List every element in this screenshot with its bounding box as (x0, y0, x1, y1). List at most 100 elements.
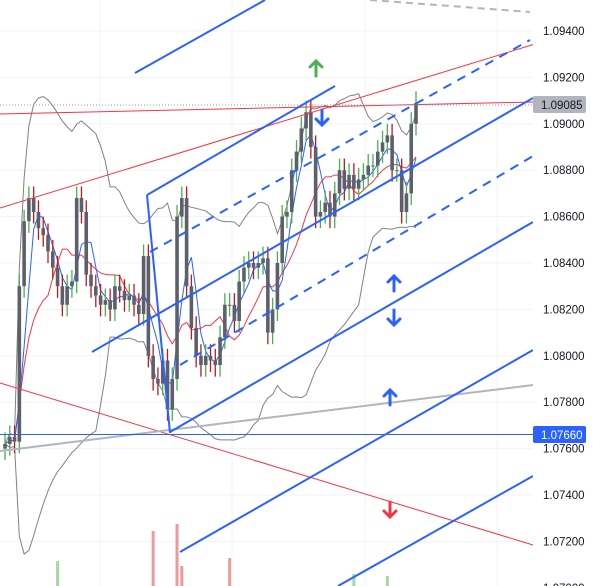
candle-body (328, 202, 332, 217)
candle-body (409, 123, 414, 194)
candle-body (256, 263, 261, 268)
candle-body (156, 379, 160, 384)
volume-bars (56, 524, 389, 586)
candle-body (132, 295, 136, 305)
candle-body (294, 151, 299, 171)
last-price-text: 1.09085 (541, 100, 583, 112)
candle-body (337, 170, 342, 194)
candle-body (108, 300, 112, 310)
candle-body (113, 286, 117, 310)
candle-body (170, 379, 175, 410)
candle-body (46, 235, 50, 252)
candle-body (160, 360, 165, 384)
y-tick-label: 1.09200 (543, 72, 585, 84)
candle-body (98, 295, 103, 305)
candle-body (323, 202, 327, 212)
candle-body (342, 170, 347, 189)
candle-body (309, 112, 313, 147)
y-tick-label: 1.07800 (543, 397, 585, 409)
volume-bar (385, 576, 389, 586)
gray-trendline[interactable] (0, 384, 534, 452)
horizontal-line-label: 1.07660 (533, 426, 586, 443)
arrow-path (382, 500, 398, 520)
arrow-markers (308, 58, 402, 520)
candle-body (84, 211, 89, 275)
candle-body (380, 142, 385, 152)
candle-body (261, 258, 265, 263)
candle-body (60, 286, 65, 305)
channel-line-lower-1[interactable] (179, 349, 534, 553)
hline-price-text: 1.07660 (541, 430, 583, 442)
candle-body (352, 174, 356, 189)
candle-body (31, 198, 36, 212)
candles (3, 91, 418, 461)
arrow-path (382, 387, 398, 407)
y-tick-label: 1.07000 (543, 583, 585, 586)
volume-bar (56, 561, 60, 586)
pitchfork-median[interactable] (91, 97, 534, 353)
candle-body (79, 198, 84, 212)
candle-body (22, 221, 26, 287)
candle-body (313, 147, 318, 217)
y-tick-label: 1.08000 (543, 351, 585, 363)
candle-body (375, 151, 380, 166)
candle-body (266, 258, 270, 333)
candle-body (232, 304, 237, 321)
candle-body (65, 286, 69, 305)
candle-body (390, 135, 394, 171)
channel-top-line[interactable] (134, 0, 266, 74)
channel-line-lower-2[interactable] (337, 475, 534, 586)
pitchfork-lower-dashed[interactable] (179, 155, 534, 366)
candle-body (318, 211, 323, 217)
arrow-down-icon (314, 108, 330, 128)
candle-body (385, 135, 390, 143)
y-tick-label: 1.08800 (543, 165, 585, 177)
candle-body (50, 251, 55, 268)
candle-body (94, 286, 98, 296)
candle-body (347, 174, 351, 189)
y-tick-label: 1.08400 (543, 258, 585, 270)
candle-body (12, 437, 17, 442)
y-tick-label: 1.09000 (543, 119, 585, 131)
candle-body (175, 216, 179, 379)
arrow-path (308, 58, 324, 78)
indicators (4, 93, 417, 555)
candle-body (180, 198, 184, 217)
candle-body (304, 112, 308, 129)
y-tick-label: 1.08200 (543, 304, 585, 316)
last-price-label: 1.09085 (533, 96, 586, 113)
candle-body (371, 165, 375, 167)
candle-body (237, 281, 241, 321)
candle-body (242, 267, 246, 282)
candle-body (141, 256, 146, 315)
y-tick-label: 1.07200 (543, 536, 585, 548)
candle-body (414, 102, 418, 124)
red-trendline-lower[interactable] (0, 382, 534, 546)
dashed-gray-line[interactable] (369, 0, 531, 13)
candle-body (270, 309, 275, 333)
pitchfork-lower[interactable] (169, 221, 534, 433)
candle-body (122, 290, 127, 301)
candle-body (223, 304, 227, 338)
arrow-down-icon (386, 308, 402, 328)
arrow-path (314, 108, 330, 128)
red-horizontal-ray[interactable] (0, 101, 534, 115)
candle-body (280, 216, 284, 263)
price-axis[interactable]: 1.09400 1.09200 1.09000 1.08800 1.08600 1.084… (533, 0, 600, 586)
candle-body (74, 198, 79, 282)
volume-bar (180, 566, 184, 586)
bollinger-upper (4, 93, 417, 445)
volume-bar (228, 558, 232, 586)
candle-body (246, 263, 251, 268)
arrow-down-icon (382, 500, 398, 520)
pitchfork-upper-dashed[interactable] (149, 39, 531, 253)
volume-bar (175, 524, 179, 586)
candle-body (194, 327, 198, 356)
candle-body (356, 179, 361, 189)
candle-body (3, 443, 7, 449)
candle-body (89, 274, 93, 287)
pitchfork-upper[interactable] (146, 85, 336, 196)
arrow-path (386, 308, 402, 328)
